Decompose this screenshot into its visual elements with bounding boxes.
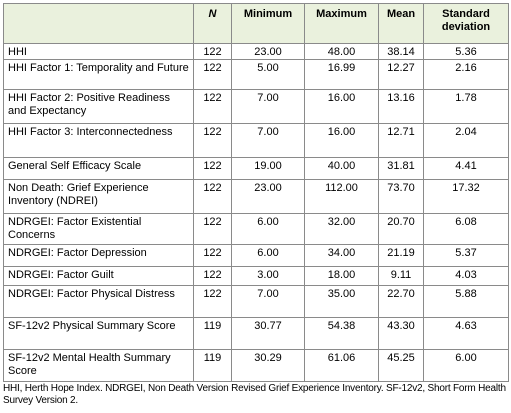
cell: 122	[193, 244, 232, 267]
stats-table: N Minimum Maximum Mean Standard deviation HH…	[3, 3, 509, 382]
cell: 6.00	[423, 349, 509, 382]
table-row: SF-12v2 Mental Health Summary Score 119 30…	[3, 349, 509, 382]
column-header	[3, 3, 194, 44]
cell: 4.03	[423, 266, 509, 286]
cell: 17.32	[423, 179, 509, 214]
cell: 6.00	[231, 213, 305, 245]
cell: 6.08	[423, 213, 509, 245]
table-row: SF-12v2 Physical Summary Score 119 30.77 54…	[3, 317, 509, 350]
table-row: General Self Efficacy Scale 122 19.00 40.00…	[3, 157, 509, 180]
cell: 122	[193, 123, 232, 158]
table-row: NDRGEI: Factor Physical Distress 122 7.00 3…	[3, 285, 509, 318]
cell: 12.71	[378, 123, 424, 158]
row-label: NDRGEI: Factor Guilt	[3, 266, 194, 286]
cell: 31.81	[378, 157, 424, 180]
table-row: Non Death: Grief Experience Inventory (N…	[3, 179, 509, 214]
cell: 18.00	[304, 266, 379, 286]
cell: 2.04	[423, 123, 509, 158]
cell: 9.11	[378, 266, 424, 286]
cell: 19.00	[231, 157, 305, 180]
cell: 7.00	[231, 89, 305, 124]
row-label: HHI Factor 3: Interconnectedness	[3, 123, 194, 158]
table-row: HHI Factor 1: Temporality and Future 122 5…	[3, 59, 509, 90]
cell: 4.41	[423, 157, 509, 180]
table-row: HHI Factor 3: Interconnectedness 122 7.00 1…	[3, 123, 509, 158]
cell: 119	[193, 349, 232, 382]
cell: 12.27	[378, 59, 424, 90]
row-label: HHI	[3, 43, 194, 60]
cell: 7.00	[231, 123, 305, 158]
cell: 54.38	[304, 317, 379, 350]
cell: 23.00	[231, 43, 305, 60]
cell: 13.16	[378, 89, 424, 124]
cell: 20.70	[378, 213, 424, 245]
cell: 43.30	[378, 317, 424, 350]
cell: 48.00	[304, 43, 379, 60]
cell: 5.36	[423, 43, 509, 60]
cell: 16.99	[304, 59, 379, 90]
cell: 2.16	[423, 59, 509, 90]
cell: 1.78	[423, 89, 509, 124]
row-label: General Self Efficacy Scale	[3, 157, 194, 180]
cell: 122	[193, 43, 232, 60]
cell: 22.70	[378, 285, 424, 318]
cell: 122	[193, 89, 232, 124]
cell: 61.06	[304, 349, 379, 382]
cell: 35.00	[304, 285, 379, 318]
row-label: HHI Factor 2: Positive Readiness and Exp…	[3, 89, 194, 124]
cell: 34.00	[304, 244, 379, 267]
cell: 122	[193, 157, 232, 180]
table-row: HHI Factor 2: Positive Readiness and Exp…	[3, 89, 509, 124]
cell: 45.25	[378, 349, 424, 382]
row-label: SF-12v2 Mental Health Summary Score	[3, 349, 194, 382]
column-header: N	[193, 3, 232, 44]
row-label: Non Death: Grief Experience Inventory (N…	[3, 179, 194, 214]
cell: 40.00	[304, 157, 379, 180]
cell: 122	[193, 285, 232, 318]
cell: 6.00	[231, 244, 305, 267]
cell: 7.00	[231, 285, 305, 318]
cell: 73.70	[378, 179, 424, 214]
cell: 32.00	[304, 213, 379, 245]
cell: 38.14	[378, 43, 424, 60]
cell: 119	[193, 317, 232, 350]
column-header: Maximum	[304, 3, 379, 44]
column-header: Mean	[378, 3, 424, 44]
row-label: SF-12v2 Physical Summary Score	[3, 317, 194, 350]
cell: 122	[193, 59, 232, 90]
table-row: NDRGEI: Factor Existential Concerns 122 6.…	[3, 213, 509, 245]
cell: 16.00	[304, 89, 379, 124]
cell: 30.29	[231, 349, 305, 382]
cell: 3.00	[231, 266, 305, 286]
cell: 4.63	[423, 317, 509, 350]
table-row: NDRGEI: Factor Guilt 122 3.00 18.00 9.11 4.03	[3, 266, 509, 286]
header-row: N Minimum Maximum Mean Standard deviation	[3, 3, 509, 44]
row-label: NDRGEI: Factor Depression	[3, 244, 194, 267]
cell: 122	[193, 266, 232, 286]
row-label: HHI Factor 1: Temporality and Future	[3, 59, 194, 90]
table-row: NDRGEI: Factor Depression 122 6.00 34.00 21.…	[3, 244, 509, 267]
row-label: NDRGEI: Factor Physical Distress	[3, 285, 194, 318]
cell: 23.00	[231, 179, 305, 214]
column-header: Standard deviation	[423, 3, 509, 44]
column-header: Minimum	[231, 3, 305, 44]
cell: 30.77	[231, 317, 305, 350]
row-label: NDRGEI: Factor Existential Concerns	[3, 213, 194, 245]
cell: 5.37	[423, 244, 509, 267]
table-row: HHI 122 23.00 48.00 38.14 5.36	[3, 43, 509, 60]
cell: 5.88	[423, 285, 509, 318]
cell: 16.00	[304, 123, 379, 158]
cell: 122	[193, 213, 232, 245]
cell: 122	[193, 179, 232, 214]
cell: 112.00	[304, 179, 379, 214]
cell: 21.19	[378, 244, 424, 267]
cell: 5.00	[231, 59, 305, 90]
footnote: HHI, Herth Hope Index. NDRGEI, Non Death…	[3, 383, 506, 406]
